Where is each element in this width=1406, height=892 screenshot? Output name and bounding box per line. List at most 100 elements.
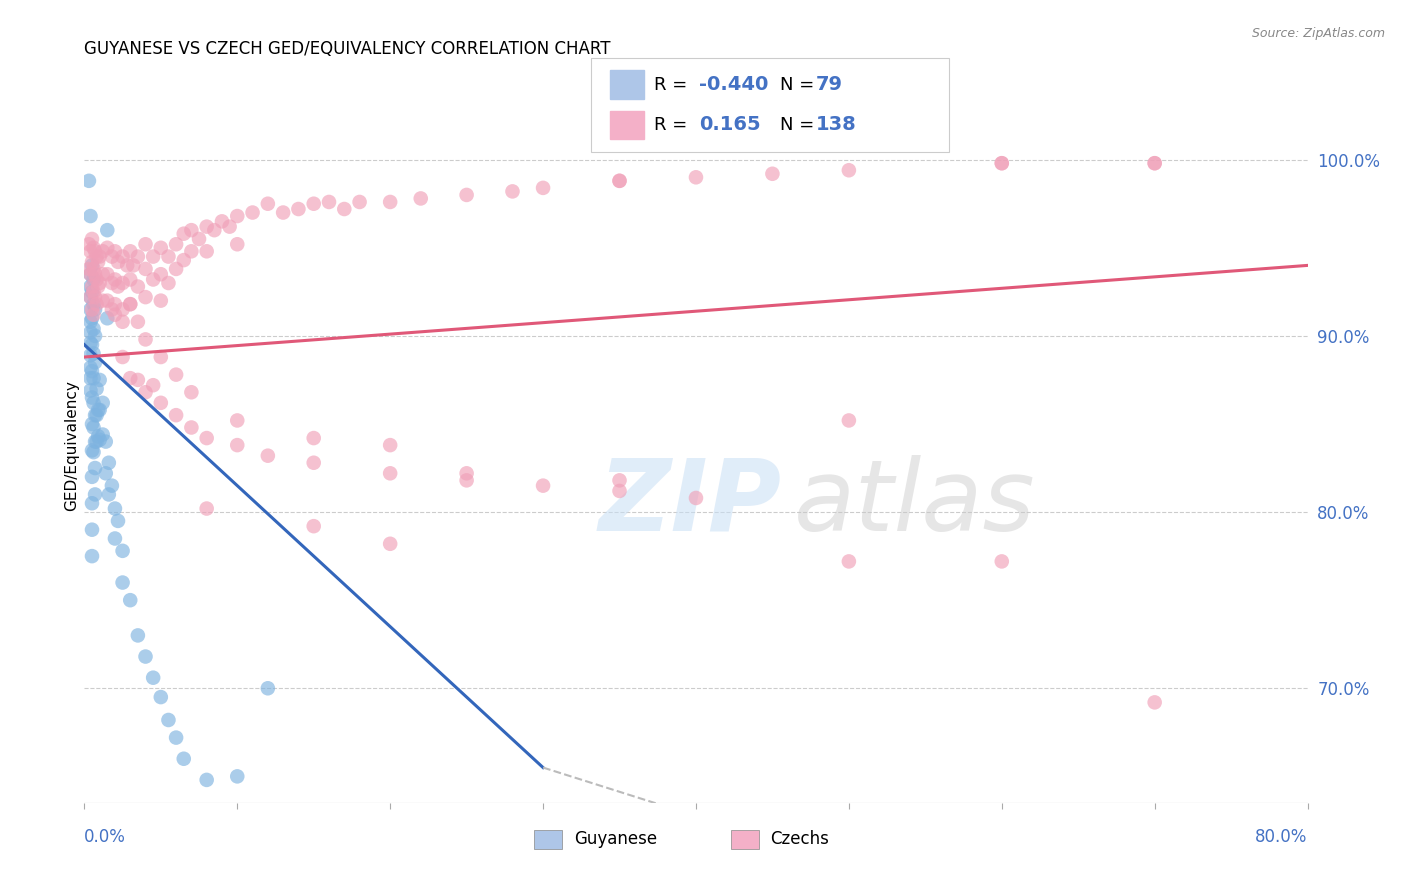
Point [149,293,172,308]
Text: 79: 79 [815,75,842,95]
Point [84,487,107,501]
Point [173,227,195,241]
Point [84,434,107,449]
Point [609,174,631,188]
Point [456,467,478,481]
Point [180,385,202,400]
Point [165,237,187,252]
Point [149,396,172,410]
Point [77,261,100,276]
Point [86,297,108,311]
Text: GUYANESE VS CZECH GED/EQUIVALENCY CORRELATION CHART: GUYANESE VS CZECH GED/EQUIVALENCY CORREL… [84,40,610,58]
Point [456,474,478,488]
Point [91,396,114,410]
Point [188,232,211,246]
Point [80,311,103,326]
Point [89,250,111,264]
Point [111,276,134,290]
Point [120,593,142,607]
Point [685,170,707,185]
Point [165,261,187,276]
Point [107,255,129,269]
Point [80,285,103,299]
Point [149,350,172,364]
Point [302,431,325,445]
Point [86,382,108,396]
Point [173,752,195,766]
Point [180,223,202,237]
Point [87,255,110,269]
Point [257,449,280,463]
Point [173,253,195,268]
Point [111,575,134,590]
Point [80,391,103,405]
Point [127,250,149,264]
Text: R =: R = [654,116,693,134]
Point [226,209,249,223]
Point [80,279,103,293]
Point [115,259,138,273]
Point [83,322,105,336]
Point [77,174,100,188]
Point [91,293,114,308]
Point [80,470,103,484]
Point [195,431,218,445]
Point [83,261,105,276]
Point [120,297,142,311]
Point [79,267,101,281]
Point [1143,156,1166,170]
Point [685,491,707,505]
Point [302,196,325,211]
Point [531,181,554,195]
Point [107,514,129,528]
Point [80,232,103,246]
Point [609,174,631,188]
Point [107,279,129,293]
Point [87,429,110,443]
Point [120,244,142,259]
Point [226,769,249,783]
Point [531,478,554,492]
Point [761,167,783,181]
Point [86,434,108,449]
Point [84,244,107,259]
Point [165,408,187,422]
Point [380,438,402,452]
Point [157,713,180,727]
Point [84,355,107,369]
Text: atlas: atlas [794,455,1035,551]
Point [111,315,134,329]
Point [79,384,101,398]
Point [80,255,103,269]
Point [104,308,127,322]
Point [838,163,860,178]
Point [111,544,134,558]
Point [127,279,149,293]
Text: N =: N = [780,116,820,134]
Point [165,731,187,745]
Point [609,483,631,498]
Point [211,214,233,228]
Point [318,194,340,209]
Point [84,290,107,304]
Point [104,244,127,259]
Point [84,329,107,343]
Point [96,267,118,281]
Text: Guyanese: Guyanese [574,830,657,848]
Point [96,241,118,255]
Text: -0.440: -0.440 [699,75,768,95]
Point [157,250,180,264]
Point [409,191,432,205]
Point [101,302,124,317]
Point [226,438,249,452]
Point [180,420,202,434]
Point [120,297,142,311]
Point [79,326,101,340]
Point [86,272,108,286]
Point [83,346,105,360]
Point [287,202,309,216]
Y-axis label: GED/Equivalency: GED/Equivalency [63,381,79,511]
Point [83,285,105,299]
Point [120,371,142,385]
Point [101,250,124,264]
